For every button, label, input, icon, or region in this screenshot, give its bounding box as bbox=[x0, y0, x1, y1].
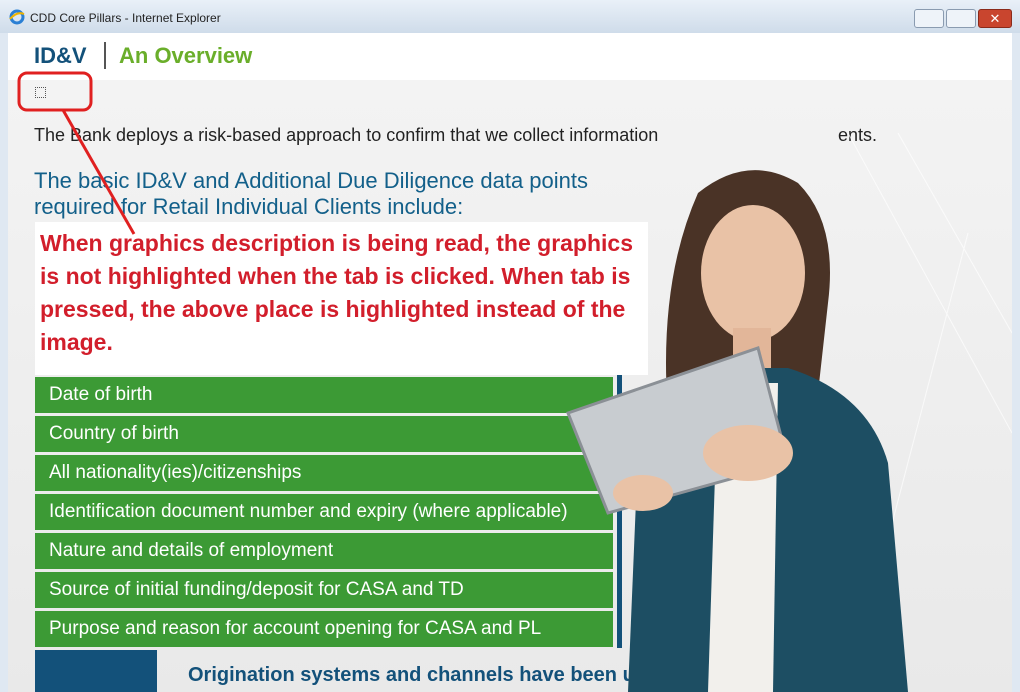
list-item: Purpose and reason for account opening f… bbox=[35, 611, 613, 647]
heading: The basic ID&V and Additional Due Dilige… bbox=[34, 168, 589, 219]
title-bar: CDD Core Pillars - Internet Explorer ✕ bbox=[0, 0, 1020, 33]
maximize-button[interactable] bbox=[946, 9, 976, 28]
footer-icon-block bbox=[35, 650, 157, 692]
annotation-text: When graphics description is being read,… bbox=[40, 230, 634, 355]
minimize-button[interactable] bbox=[914, 9, 944, 28]
footer-text: Origination systems and channels have be… bbox=[188, 664, 635, 686]
list-item: Date of birth bbox=[35, 377, 613, 413]
ie-icon bbox=[9, 9, 25, 25]
close-button[interactable]: ✕ bbox=[978, 9, 1012, 28]
intro-text: The Bank deploys a risk-based approach t… bbox=[34, 125, 659, 145]
header: ID&V An Overview bbox=[8, 33, 1012, 80]
intro-tail: ents. bbox=[838, 125, 878, 145]
list-item: All nationality(ies)/citizenships bbox=[35, 455, 613, 491]
divider bbox=[104, 42, 106, 69]
annotation-callout bbox=[17, 71, 136, 235]
focus-placeholder[interactable] bbox=[35, 87, 46, 98]
page-content: ID&V An Overview The Bank deploys a risk… bbox=[8, 33, 1012, 692]
window-title: CDD Core Pillars - Internet Explorer bbox=[30, 11, 221, 25]
list-item: Source of initial funding/deposit for CA… bbox=[35, 572, 613, 608]
list-item: Country of birth bbox=[35, 416, 613, 452]
header-subtitle: An Overview bbox=[119, 43, 253, 68]
list-item: Identification document number and expir… bbox=[35, 494, 613, 530]
header-title: ID&V bbox=[34, 43, 87, 68]
annotation-box: When graphics description is being read,… bbox=[35, 222, 648, 375]
list-item: Nature and details of employment bbox=[35, 533, 613, 569]
woman-image bbox=[566, 133, 1012, 692]
